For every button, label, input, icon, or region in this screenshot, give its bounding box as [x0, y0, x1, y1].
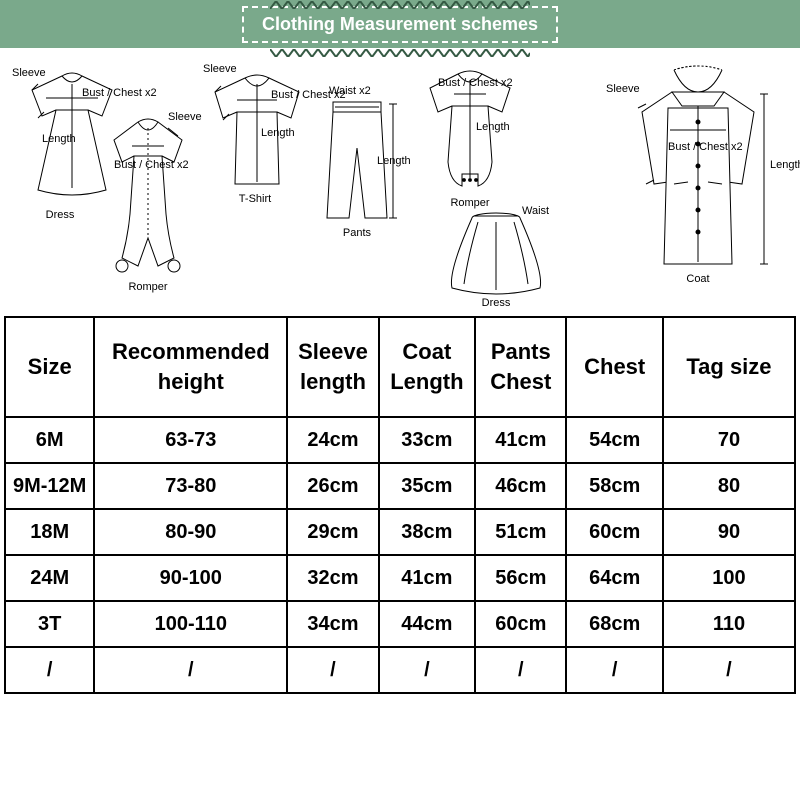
table-header-row: Size Recommended height Sleeve length Co… — [5, 317, 795, 417]
cell: 100 — [663, 555, 795, 601]
dress-romper-icon: Sleeve Bust / Chest x2 Length Dress Slee… — [8, 58, 198, 298]
cell: 60cm — [566, 509, 662, 555]
th-pants: Pants Chest — [475, 317, 566, 417]
cell: 60cm — [475, 601, 566, 647]
cell: 110 — [663, 601, 795, 647]
table-row: 6M 63-73 24cm 33cm 41cm 54cm 70 — [5, 417, 795, 463]
diagram-row: Sleeve Bust / Chest x2 Length Dress Slee… — [0, 48, 800, 308]
caption-pants: Pants — [343, 227, 372, 239]
cell: / — [287, 647, 378, 693]
zigzag-top-icon — [270, 0, 530, 4]
table-body: 6M 63-73 24cm 33cm 41cm 54cm 70 9M-12M 7… — [5, 417, 795, 693]
cell: 41cm — [379, 555, 475, 601]
label-sleeve4: Sleeve — [606, 83, 640, 95]
label-waist2: Waist — [522, 205, 549, 217]
cell: 80-90 — [94, 509, 287, 555]
cell: 35cm — [379, 463, 475, 509]
table-row: 18M 80-90 29cm 38cm 51cm 60cm 90 — [5, 509, 795, 555]
cell: 68cm — [566, 601, 662, 647]
cell: 46cm — [475, 463, 566, 509]
caption-dress: Dress — [45, 209, 74, 221]
label-bust4: Bust / Chest x2 — [438, 77, 513, 89]
cell: 24cm — [287, 417, 378, 463]
diagram-romper-dress: Bust / Chest x2 Length Romper Waist Dres… — [401, 58, 598, 306]
cell: 18M — [5, 509, 94, 555]
caption-dress2: Dress — [482, 297, 511, 309]
cell: 64cm — [566, 555, 662, 601]
cell: 58cm — [566, 463, 662, 509]
cell: 26cm — [287, 463, 378, 509]
label-sleeve3: Sleeve — [203, 63, 237, 75]
cell: / — [5, 647, 94, 693]
label-sleeve2: Sleeve — [168, 111, 202, 123]
label-length6: Length — [770, 159, 800, 171]
cell: 9M-12M — [5, 463, 94, 509]
cell: 100-110 — [94, 601, 287, 647]
cell: 80 — [663, 463, 795, 509]
cell: 44cm — [379, 601, 475, 647]
cell: 38cm — [379, 509, 475, 555]
th-size: Size — [5, 317, 94, 417]
cell: 3T — [5, 601, 94, 647]
cell: / — [566, 647, 662, 693]
size-table: Size Recommended height Sleeve length Co… — [4, 316, 796, 694]
caption-tshirt: T-Shirt — [239, 193, 271, 205]
th-sleeve: Sleeve length — [287, 317, 378, 417]
cell: 24M — [5, 555, 94, 601]
cell: 32cm — [287, 555, 378, 601]
cell: 70 — [663, 417, 795, 463]
caption-coat: Coat — [687, 273, 710, 285]
header-band: Clothing Measurement schemes — [0, 0, 800, 48]
diagram-coat: Sleeve Bust / Chest x2 Length Coat — [599, 58, 796, 306]
caption-romper2: Romper — [450, 197, 489, 209]
label-sleeve: Sleeve — [12, 67, 46, 79]
label-length: Length — [42, 133, 76, 145]
cell: 29cm — [287, 509, 378, 555]
cell: / — [475, 647, 566, 693]
cell: 90-100 — [94, 555, 287, 601]
cell: 54cm — [566, 417, 662, 463]
header-title: Clothing Measurement schemes — [242, 6, 558, 43]
diagram-dress-romper: Sleeve Bust / Chest x2 Length Dress Slee… — [4, 58, 201, 306]
cell: 90 — [663, 509, 795, 555]
label-waist: Waist x2 — [329, 85, 371, 97]
cell: / — [379, 647, 475, 693]
cell: 33cm — [379, 417, 475, 463]
cell: 63-73 — [94, 417, 287, 463]
cell: / — [94, 647, 287, 693]
tshirt-pants-icon: Sleeve Bust / Chest x2 Length T-Shirt Wa… — [201, 58, 401, 298]
coat-icon: Sleeve Bust / Chest x2 Length Coat — [602, 58, 792, 298]
th-coat: Coat Length — [379, 317, 475, 417]
label-length5: Length — [476, 121, 510, 133]
table-row: / / / / / / / — [5, 647, 795, 693]
cell: 73-80 — [94, 463, 287, 509]
label-bust5: Bust / Chest x2 — [668, 141, 743, 153]
cell: / — [663, 647, 795, 693]
caption-romper: Romper — [128, 281, 167, 293]
label-length3: Length — [261, 127, 295, 139]
cell: 56cm — [475, 555, 566, 601]
cell: 51cm — [475, 509, 566, 555]
diagram-tshirt-pants: Sleeve Bust / Chest x2 Length T-Shirt Wa… — [201, 58, 401, 306]
table-row: 24M 90-100 32cm 41cm 56cm 64cm 100 — [5, 555, 795, 601]
label-bust2: Bust / Chest x2 — [114, 159, 189, 171]
table-row: 9M-12M 73-80 26cm 35cm 46cm 58cm 80 — [5, 463, 795, 509]
th-tag: Tag size — [663, 317, 795, 417]
romper-dress-icon: Bust / Chest x2 Length Romper Waist Dres… — [410, 58, 590, 298]
th-rec: Recommended height — [94, 317, 287, 417]
label-bust: Bust / Chest x2 — [82, 87, 157, 99]
cell: 41cm — [475, 417, 566, 463]
cell: 34cm — [287, 601, 378, 647]
th-chest: Chest — [566, 317, 662, 417]
cell: 6M — [5, 417, 94, 463]
table-row: 3T 100-110 34cm 44cm 60cm 68cm 110 — [5, 601, 795, 647]
